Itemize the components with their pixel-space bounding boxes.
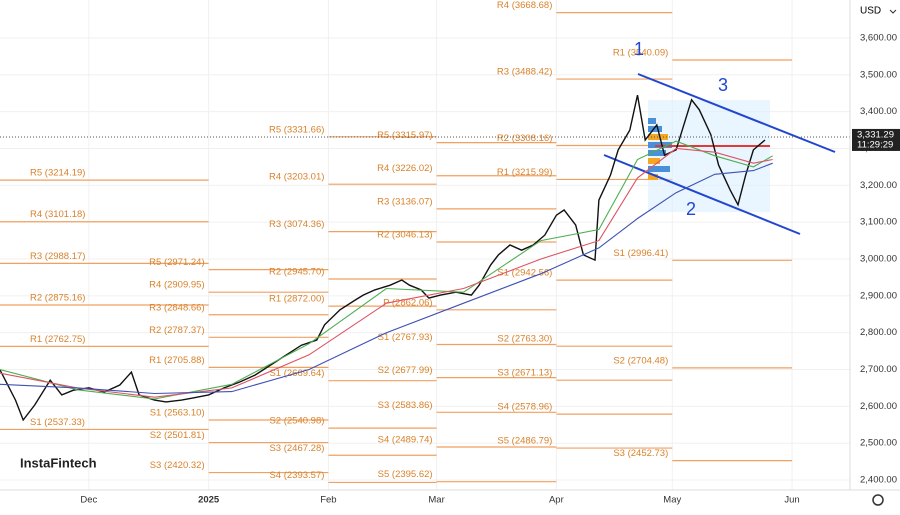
- countdown: 11:29:29: [857, 139, 893, 150]
- pivot-label: S3 (2583.86): [378, 400, 433, 411]
- pivot-label: S3 (2467.28): [269, 443, 324, 454]
- pivot-label: S1 (2767.93): [378, 332, 433, 343]
- brand: InstaFintech: [20, 455, 97, 470]
- x-tick-label: May: [663, 495, 681, 506]
- y-tick-label: 2,800.00: [860, 327, 897, 338]
- pivot-label: R5 (3331.66): [269, 124, 324, 135]
- pivot-label: R3 (3488.42): [497, 67, 552, 78]
- pivot-label: S1 (2942.56): [497, 268, 552, 279]
- pivot-label: S2 (2540.98): [269, 416, 324, 427]
- pivot-label: R2 (2875.16): [30, 293, 85, 304]
- pivot-label: S5 (2395.62): [378, 469, 433, 480]
- y-tick-label: 2,900.00: [860, 290, 897, 301]
- x-tick-label: Mar: [428, 495, 444, 506]
- pivot-label: P (2862.06): [383, 297, 432, 308]
- pivot-label: R4 (3226.02): [377, 163, 432, 174]
- x-tick-label: Apr: [549, 495, 564, 506]
- last-price-box: [852, 128, 900, 151]
- pivot-label: S4 (2393.57): [269, 470, 324, 481]
- currency-dropdown[interactable]: [889, 9, 897, 14]
- pivot-label: S2 (2704.48): [613, 355, 668, 366]
- pivot-label: S2 (2677.99): [378, 365, 433, 376]
- pivot-label: R3 (3136.07): [377, 196, 432, 207]
- moving-average: [0, 140, 773, 400]
- y-axis-bg: [850, 0, 900, 510]
- pivot-label: S3 (2420.32): [150, 460, 205, 471]
- y-tick-label: 3,200.00: [860, 180, 897, 191]
- pivot-label: R4 (3668.68): [497, 0, 552, 11]
- channel-top: [637, 73, 836, 153]
- pivot-label: R1 (2705.88): [149, 355, 204, 366]
- pivot-label: S1 (2996.41): [613, 248, 668, 259]
- moving-average: [0, 162, 773, 395]
- y-tick-label: 2,600.00: [860, 401, 897, 412]
- moving-average: [0, 147, 773, 398]
- pivot-label: R5 (3214.19): [30, 168, 85, 179]
- pivot-label: S3 (2452.73): [613, 448, 668, 459]
- annotation: 3: [718, 75, 728, 95]
- annotation: 1: [634, 39, 644, 59]
- pivot-label: R2 (3308.16): [497, 133, 552, 144]
- channel-bottom: [603, 154, 801, 235]
- y-tick-label: 3,100.00: [860, 217, 897, 228]
- pivot-label: S1 (2669.64): [269, 368, 324, 379]
- pivot-label: R1 (2872.00): [269, 294, 324, 305]
- y-tick-label: 2,700.00: [860, 364, 897, 375]
- x-tick-label: 2025: [198, 495, 220, 506]
- pivot-label: R5 (2971.24): [149, 257, 204, 268]
- pivot-label: R2 (2787.37): [149, 325, 204, 336]
- pivot-label: S5 (2486.79): [497, 436, 552, 447]
- last-price-label: 3,331.29: [857, 129, 894, 140]
- pivot-label: S1 (2563.10): [150, 407, 205, 418]
- pivot-label: R5 (3315.97): [377, 130, 432, 141]
- pivot-label: R1 (3540.09): [613, 48, 668, 59]
- series: [0, 94, 850, 422]
- pivot-label: R4 (2909.95): [149, 280, 204, 291]
- pivot-label: S2 (2501.81): [150, 430, 205, 441]
- pivot-label: S3 (2671.13): [497, 368, 552, 379]
- pivot-label: R2 (2945.70): [269, 267, 324, 278]
- pivot-label: R4 (3203.01): [269, 172, 324, 183]
- y-tick-label: 3,000.00: [860, 254, 897, 265]
- annotation: 2: [686, 199, 696, 219]
- pivot-levels: R5 (3214.19) R4 (3101.18) R3 (2988.17) R2 (…: [0, 0, 793, 484]
- x-tick-label: Jun: [784, 495, 799, 506]
- pivot-label: R2 (3046.13): [377, 230, 432, 241]
- pivot-label: S4 (2489.74): [378, 435, 433, 446]
- x-tick-label: Dec: [80, 495, 97, 506]
- y-tick-label: 3,500.00: [860, 69, 897, 80]
- pivot-label: R1 (2762.75): [30, 334, 85, 345]
- pivot-label: R4 (3101.18): [30, 209, 85, 220]
- y-tick-label: 3,600.00: [860, 32, 897, 43]
- pivot-label: R3 (2848.66): [149, 302, 204, 313]
- grid: [0, 0, 850, 490]
- x-tick-label: Feb: [320, 495, 336, 506]
- pivot-label: R3 (3074.36): [269, 219, 324, 230]
- pivot-label: S4 (2578.96): [497, 402, 552, 413]
- settings-icon[interactable]: [872, 494, 884, 506]
- pivot-label: S1 (2537.33): [30, 417, 85, 428]
- y-tick-label: 2,500.00: [860, 438, 897, 449]
- pivot-label: S2 (2763.30): [497, 334, 552, 345]
- axes: 2,400.00 2,500.00 2,600.00 2,700.00 2,800.00…: [80, 32, 900, 506]
- currency: USD: [860, 6, 881, 17]
- pivot-label: R1 (3215.99): [497, 167, 552, 178]
- y-tick-label: 2,400.00: [860, 475, 897, 486]
- y-tick-label: 3,400.00: [860, 106, 897, 117]
- pivot-label: R3 (2988.17): [30, 251, 85, 262]
